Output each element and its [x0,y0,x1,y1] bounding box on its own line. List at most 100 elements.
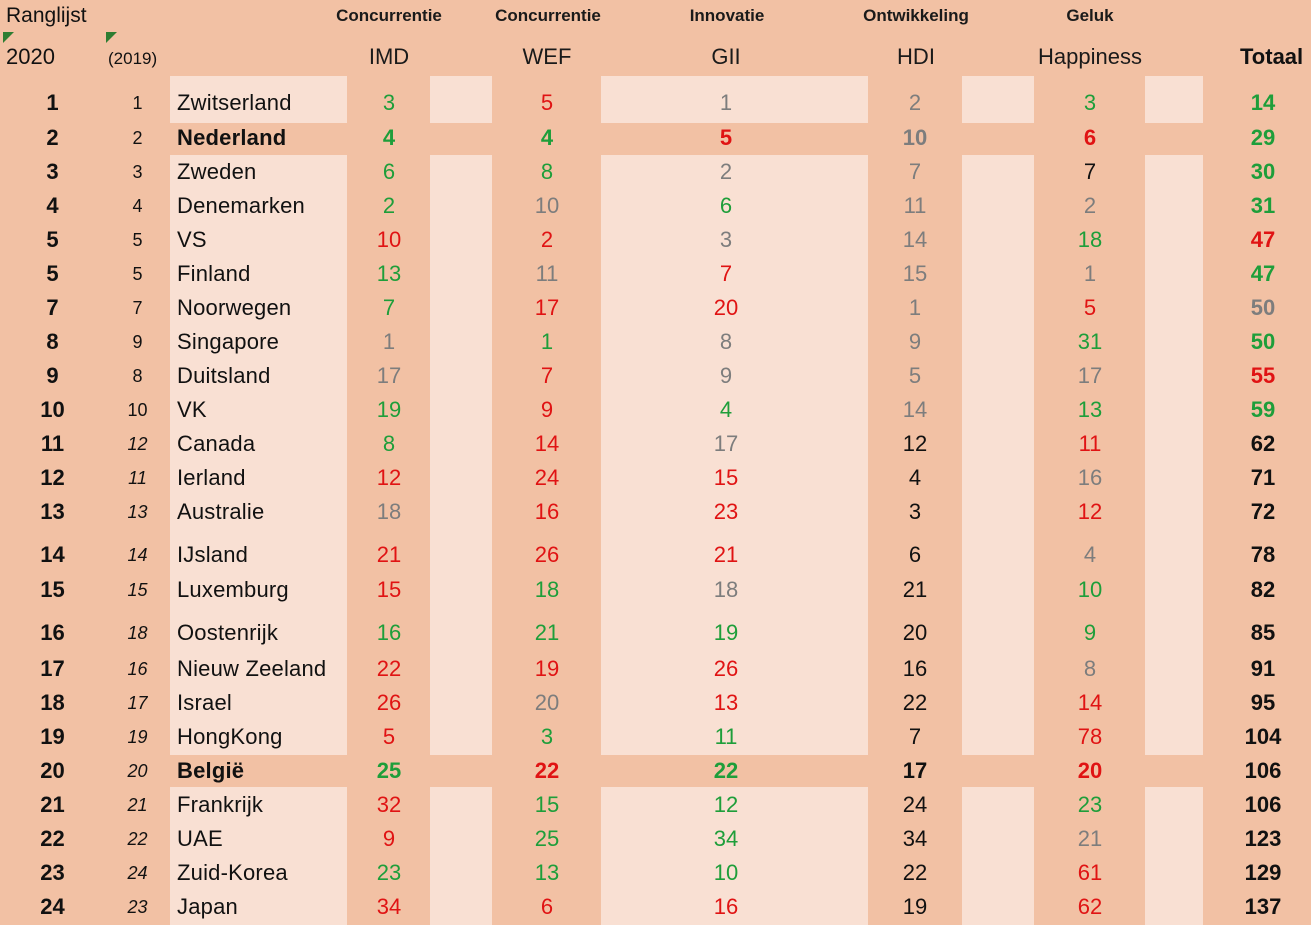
category-header-gii: Innovatie [689,6,765,25]
wef-score: 2 [540,227,554,252]
table-row: 15 15 Luxemburg 15 18 18 21 10 82 [0,575,1311,605]
country-name: Zuid-Korea [177,860,288,885]
imd-score: 3 [382,90,396,115]
country-name: Frankrijk [177,792,264,817]
table-row: 1 1 Zwitserland 3 5 1 2 3 14 [0,88,1311,118]
comment-marker [3,32,14,43]
highlight-band-nederland [0,123,1311,155]
prev-rank-cell: 1 [132,93,143,113]
gii-score: 22 [713,758,739,783]
gii-score: 18 [713,577,739,602]
rank-cell: 23 [40,860,65,885]
happiness-score: 5 [1083,295,1097,320]
hdi-score: 11 [903,193,927,218]
total-score: 55 [1250,363,1276,388]
wef-score: 24 [534,465,560,490]
category-header-hdi: Ontwikkeling [863,6,969,25]
country-name: Japan [177,894,238,919]
gii-score: 16 [713,894,739,919]
prev-rank-cell: 12 [127,434,148,454]
table-row: 18 17 Israel 26 20 13 22 14 95 [0,688,1311,718]
country-name: UAE [177,826,223,851]
country-name: Australie [177,499,265,524]
table-row: 19 19 HongKong 5 3 11 7 78 104 [0,722,1311,752]
hdi-score: 1 [908,295,922,320]
prev-rank-cell: 14 [127,545,148,565]
hdi-score: 7 [908,159,922,184]
wef-score: 4 [540,125,554,150]
gii-score: 5 [719,125,733,150]
country-name: Oostenrijk [177,620,279,645]
prev-rank-cell: 18 [127,623,148,643]
prev-rank-cell: 13 [127,502,148,522]
table-row: 2 2 Nederland 4 4 5 10 6 29 [0,123,1311,153]
sheet-title: Ranglijst [6,4,87,27]
category-header-wef: Concurrentie [495,6,601,25]
hdi-score: 15 [902,261,928,286]
gii-score: 3 [719,227,733,252]
imd-score: 7 [382,295,396,320]
country-name: Singapore [177,329,280,354]
country-name: Duitsland [177,363,271,388]
prev-rank-cell: 15 [127,580,148,600]
country-name: Nieuw Zeeland [177,656,327,681]
rank-cell: 21 [40,792,65,817]
rank-cell: 3 [46,159,59,184]
total-score: 59 [1250,397,1276,422]
gii-score: 23 [713,499,739,524]
country-name: Canada [177,431,256,456]
wef-score: 11 [535,261,559,286]
happiness-score: 1 [1083,261,1097,286]
happiness-score: 62 [1077,894,1103,919]
prev-rank-cell: 5 [132,230,143,250]
table-row: 12 11 Ierland 12 24 15 4 16 71 [0,463,1311,493]
gii-score: 10 [713,860,739,885]
total-score: 50 [1250,329,1276,354]
table-row: 7 7 Noorwegen 7 17 20 1 5 50 [0,293,1311,323]
highlight-band-belgie [0,755,1311,787]
rank-cell: 20 [40,758,65,783]
total-score: 29 [1250,125,1276,150]
imd-score: 2 [382,193,396,218]
happiness-score: 16 [1077,465,1103,490]
hdi-score: 17 [902,758,928,783]
table-row: 22 22 UAE 9 25 34 34 21 123 [0,824,1311,854]
prev-rank-cell: 3 [132,162,143,182]
table-row: 3 3 Zweden 6 8 2 7 7 30 [0,157,1311,187]
rank-cell: 22 [40,826,65,851]
happiness-score: 14 [1077,690,1103,715]
gii-score: 13 [713,690,739,715]
column-header-happiness: Happiness [1038,44,1142,69]
column-header-gii: GII [711,44,741,69]
country-name: Luxemburg [177,577,289,602]
wef-score: 13 [534,860,560,885]
wef-score: 16 [534,499,560,524]
gii-score: 9 [719,363,733,388]
total-score: 71 [1250,465,1276,490]
wef-score: 20 [534,690,560,715]
comment-marker [106,32,117,43]
rank-cell: 19 [40,724,65,749]
total-score: 78 [1250,542,1276,567]
happiness-score: 3 [1083,90,1097,115]
gii-score: 8 [719,329,733,354]
gii-score: 20 [713,295,739,320]
imd-score: 1 [382,329,396,354]
rank-cell: 14 [40,542,65,567]
table-row: 23 24 Zuid-Korea 23 13 10 22 61 129 [0,858,1311,888]
gii-score: 21 [713,542,739,567]
total-score: 123 [1244,826,1282,851]
table-row: 17 16 Nieuw Zeeland 22 19 26 16 8 91 [0,654,1311,684]
imd-score: 34 [376,894,402,919]
prev-rank-cell: 20 [127,761,148,781]
prev-rank-cell: 11 [128,468,147,488]
happiness-score: 10 [1077,577,1103,602]
total-score: 72 [1250,499,1276,524]
wef-score: 10 [534,193,560,218]
happiness-score: 17 [1077,363,1103,388]
rank-cell: 11 [40,431,65,456]
imd-score: 13 [376,261,402,286]
wef-score: 3 [540,724,554,749]
total-score: 30 [1250,159,1276,184]
imd-score: 10 [376,227,402,252]
